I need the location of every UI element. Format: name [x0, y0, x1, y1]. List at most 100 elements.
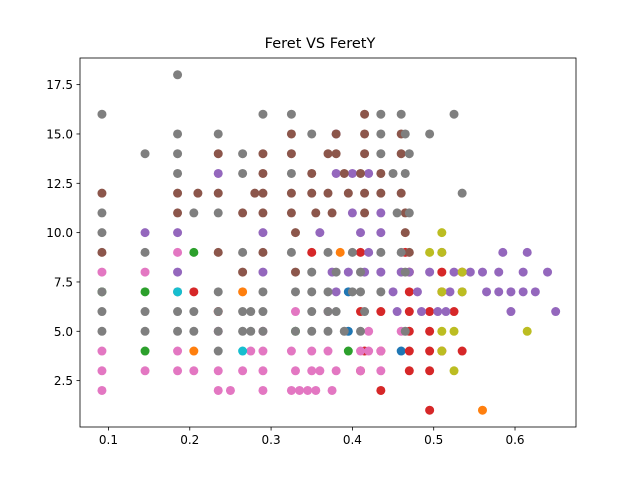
scatter-point	[364, 326, 374, 336]
scatter-point	[97, 188, 107, 198]
scatter-point	[173, 70, 183, 80]
scatter-point	[356, 267, 366, 277]
scatter-point	[518, 287, 528, 297]
scatter-point	[97, 366, 107, 376]
scatter-point	[193, 188, 203, 198]
scatter-point	[360, 208, 370, 218]
scatter-point	[140, 267, 150, 277]
scatter-point	[331, 267, 341, 277]
scatter-point	[213, 168, 223, 178]
scatter-point	[290, 287, 300, 297]
scatter-point	[173, 188, 183, 198]
scatter-point	[307, 287, 317, 297]
scatter-point	[331, 129, 341, 139]
scatter-point	[307, 129, 317, 139]
scatter-point	[376, 168, 386, 178]
scatter-point	[404, 287, 414, 297]
scatter-point	[457, 267, 467, 277]
scatter-point	[303, 385, 313, 395]
scatter-point	[425, 307, 435, 317]
scatter-point	[189, 346, 199, 356]
scatter-point	[376, 366, 386, 376]
scatter-point	[213, 366, 223, 376]
scatter-point	[286, 149, 296, 159]
scatter-point	[258, 188, 268, 198]
points-layer	[97, 70, 561, 415]
y-tick-label: 10.0	[46, 226, 73, 240]
scatter-point	[343, 346, 353, 356]
scatter-point	[343, 267, 353, 277]
scatter-point	[404, 149, 414, 159]
scatter-point	[97, 228, 107, 238]
scatter-point	[290, 267, 300, 277]
x-tick-label: 0.1	[99, 433, 118, 447]
scatter-point	[246, 326, 256, 336]
scatter-point	[213, 247, 223, 257]
axes-layer: 0.1 0.2 0.3 0.4 0.5 0.6 2.5 5.0 7.5 10.0 12.5 15.0 1…	[46, 57, 577, 447]
scatter-point	[400, 326, 410, 336]
scatter-point	[396, 109, 406, 119]
scatter-point	[404, 208, 414, 218]
scatter-point	[213, 149, 223, 159]
scatter-point	[465, 267, 475, 277]
scatter-point	[140, 307, 150, 317]
scatter-point	[213, 326, 223, 336]
scatter-point	[364, 346, 374, 356]
scatter-point	[307, 188, 317, 198]
scatter-point	[522, 326, 532, 336]
scatter-point	[530, 287, 540, 297]
scatter-point	[258, 228, 268, 238]
scatter-point	[189, 326, 199, 336]
scatter-point	[477, 267, 487, 277]
scatter-point	[376, 188, 386, 198]
scatter-point	[360, 188, 370, 198]
scatter-point	[173, 228, 183, 238]
scatter-point	[286, 247, 296, 257]
scatter-point	[311, 208, 321, 218]
scatter-point	[286, 188, 296, 198]
scatter-point	[140, 247, 150, 257]
scatter-point	[290, 228, 300, 238]
scatter-point	[258, 149, 268, 159]
scatter-point	[347, 208, 357, 218]
scatter-point	[323, 247, 333, 257]
scatter-point	[213, 129, 223, 139]
scatter-point	[494, 287, 504, 297]
scatter-point	[323, 149, 333, 159]
scatter-point	[400, 168, 410, 178]
scatter-point	[258, 208, 268, 218]
scatter-point	[425, 346, 435, 356]
scatter-point	[323, 188, 333, 198]
scatter-point	[356, 287, 366, 297]
scatter-point	[388, 168, 398, 178]
scatter-point	[392, 307, 402, 317]
scatter-point	[225, 385, 235, 395]
scatter-point	[173, 247, 183, 257]
scatter-point	[522, 247, 532, 257]
scatter-point	[173, 129, 183, 139]
scatter-point	[290, 307, 300, 317]
scatter-point	[356, 326, 366, 336]
scatter-point	[339, 168, 349, 178]
y-tick-label: 7.5	[54, 275, 73, 289]
scatter-point	[307, 326, 317, 336]
scatter-point	[425, 129, 435, 139]
scatter-point	[400, 267, 410, 277]
scatter-point	[347, 247, 357, 257]
scatter-point	[376, 149, 386, 159]
scatter-point	[376, 208, 386, 218]
scatter-point	[311, 385, 321, 395]
scatter-point	[250, 188, 260, 198]
scatter-point	[238, 247, 248, 257]
scatter-point	[173, 267, 183, 277]
scatter-point	[331, 168, 341, 178]
scatter-point	[286, 346, 296, 356]
scatter-point	[364, 247, 374, 257]
scatter-point	[441, 307, 451, 317]
scatter-point	[356, 228, 366, 238]
scatter-point	[238, 326, 248, 336]
scatter-point	[498, 247, 508, 257]
scatter-point	[258, 307, 268, 317]
scatter-point	[286, 208, 296, 218]
scatter-point	[189, 208, 199, 218]
